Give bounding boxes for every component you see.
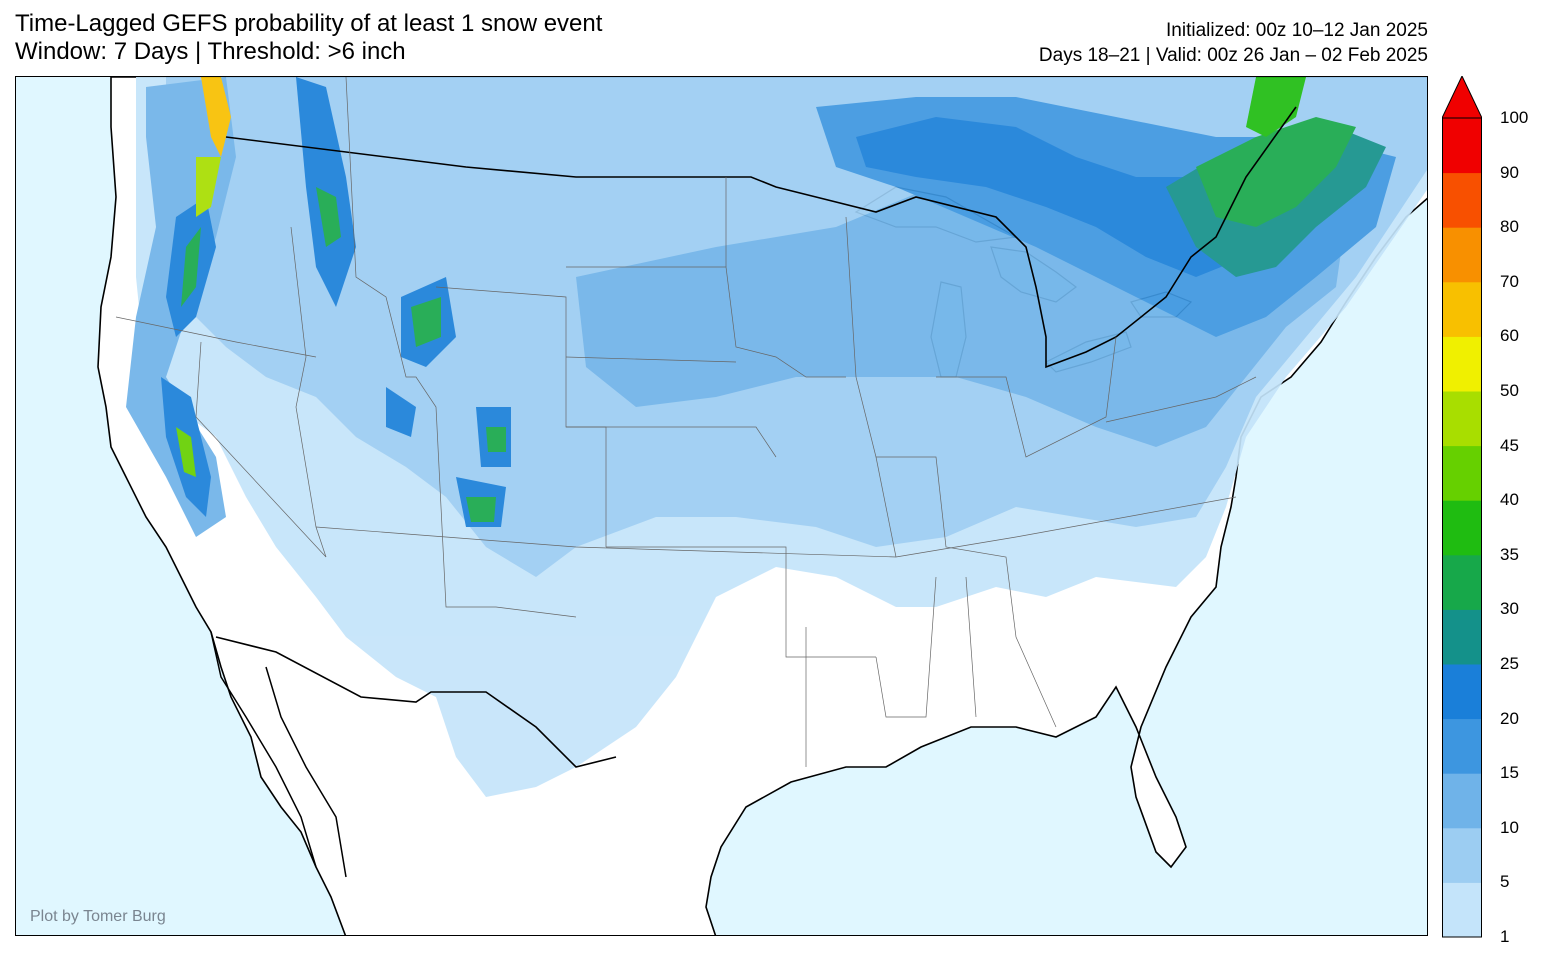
colorbar-tick-label: 40 [1500,490,1519,510]
colorbar-segment [1442,664,1482,720]
colorbar-segment [1442,227,1482,283]
colorbar-segment [1442,172,1482,228]
baja-coast [210,631,347,878]
colorbar-segment [1442,773,1482,829]
colorbar-segments [1442,118,1482,938]
snow-prob-field [126,77,1427,797]
colorbar-tick-label: 100 [1500,108,1529,127]
colorbar-tick-label: 5 [1500,872,1510,892]
map-subtitle: Window: 7 Days | Threshold: >6 inch [15,38,406,65]
valid-time: Days 18–21 | Valid: 00z 26 Jan – 02 Feb … [1038,45,1428,66]
colorbar-segment [1442,554,1482,610]
colorbar-tick-label: 50 [1500,381,1519,400]
colorbar [1442,76,1482,938]
colorbar-segment [1442,882,1482,938]
colorbar-segment [1442,718,1482,774]
colorbar-tick-label: 70 [1500,271,1519,291]
map-title: Time-Lagged GEFS probability of at least… [15,10,603,37]
borders [215,106,1297,768]
colorbar-tick-label: 20 [1500,708,1519,728]
colorbar-segment [1442,281,1482,337]
colorbar-segment [1442,118,1482,174]
state-lines [115,77,1257,767]
colorbar-extend-arrow [1442,76,1482,119]
colorbar-segment [1442,500,1482,556]
init-time: Initialized: 00z 10–12 Jan 2025 [1166,20,1428,41]
colorbar-tick-label: 90 [1500,162,1519,182]
colorbar-tick-label: 25 [1500,654,1519,673]
colorbar-tick-label: 1 [1500,927,1510,946]
colorbar-segment [1442,391,1482,447]
colorbar-tick-label: 15 [1500,763,1519,783]
colorbar-frame [1442,117,1482,938]
init-block: Initialized: 00z 10–12 Jan 2025 Days 18–… [1039,18,1428,68]
plot-credit: Plot by Tomer Burg [30,908,166,925]
colorbar-segment [1442,827,1482,883]
colorbar-tick-label: 35 [1500,544,1519,564]
map-svg [97,77,1427,935]
colorbar-tick-label: 45 [1500,435,1519,455]
colorbar-segment [1442,609,1482,665]
colorbar-tick-label: 60 [1500,326,1519,346]
colorbar-tick-label: 80 [1500,217,1519,237]
colorbar-tick-label: 30 [1500,599,1519,619]
colorbar-segment [1442,336,1482,392]
colorbar-segment [1442,445,1482,501]
colorbar-tick-label: 10 [1500,817,1519,837]
title-block: Time-Lagged GEFS probability of at least… [15,10,602,66]
map-panel [15,76,1428,936]
